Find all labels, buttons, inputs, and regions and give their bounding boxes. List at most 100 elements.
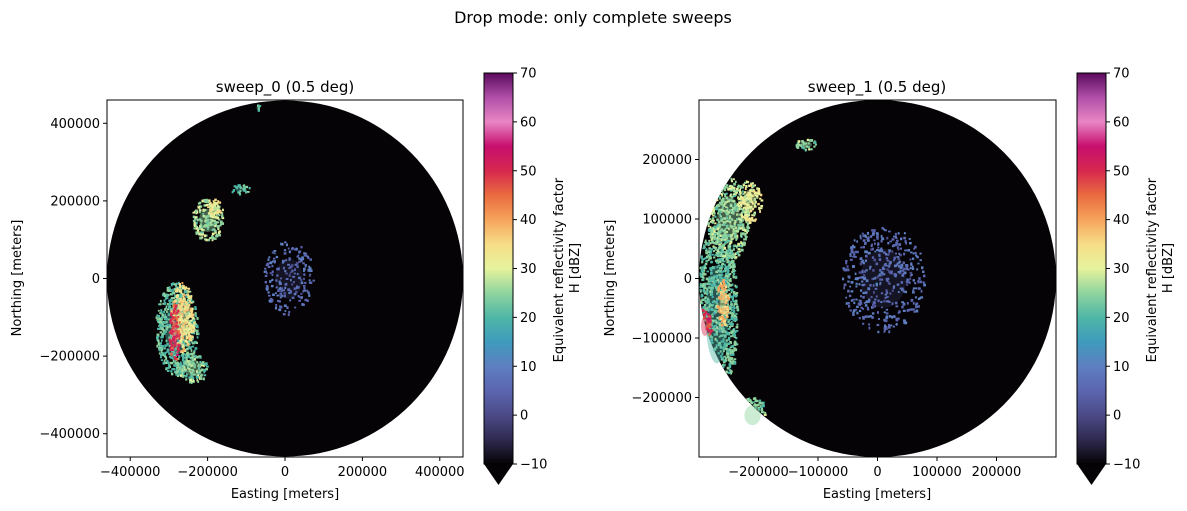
echo-pixel [847,304,851,308]
echo-pixel [860,295,863,298]
echo-pixel [727,358,731,362]
echo-pixel [709,226,712,229]
echo-pixel [732,252,735,256]
echo-pixel [733,303,736,307]
echo-pixel [847,289,850,293]
echo-pixel [702,282,705,286]
echo-pixel [178,364,182,368]
echo-pixel [760,402,763,405]
echo-pixel [188,319,191,323]
echo-pixel [185,370,188,372]
echo-pixel [290,290,292,294]
colorbar-label-line1: Equivalent reflectivity factor [1145,177,1160,362]
echo-pixel [729,240,733,244]
echo-pixel [884,319,887,322]
echo-pixel [725,280,728,283]
echo-pixel [906,309,910,312]
echo-pixel [744,202,748,206]
echo-pixel [186,373,188,376]
echo-pixel [717,284,720,287]
echo-pixel [288,250,291,254]
echo-pixel [200,219,203,223]
echo-pixel [272,293,275,296]
echo-pixel [847,275,850,278]
echo-pixel [295,247,298,251]
echo-pixel [716,235,720,238]
echo-pixel [308,294,311,297]
echo-pixel [715,238,719,242]
echo-pixel [182,371,185,374]
echo-pixel [158,344,162,347]
echo-pixel [911,257,915,260]
echo-pixel [728,352,731,355]
echo-pixel [713,329,716,332]
echo-pixel [737,207,740,211]
echo-pixel [718,195,721,199]
echo-pixel [174,306,177,310]
x-axis: −200000−100000 0 100000 200000 [728,457,1021,480]
echo-pixel [730,288,734,292]
echo-pixel [731,315,735,319]
x-axis-label: Easting [meters] [231,487,339,502]
echo-pixel [200,377,203,380]
echo-pixel [721,271,724,273]
echo-pixel [877,299,880,303]
echo-pixel [720,273,723,277]
echo-pixel [887,280,890,284]
echo-pixel [308,274,311,277]
echo-pixel [730,357,734,360]
colorbar-tick-label: 30 [520,262,537,277]
echo-core [275,258,303,299]
echo-pixel [193,328,196,332]
echo-pixel [858,304,862,306]
echo-pixel [169,361,172,365]
echo-pixel [221,216,225,220]
echo-pixel [188,323,190,326]
panel-sweep-0: sweep_0 (0.5 deg) −400000 −200000 0 200000 4… [10,78,465,502]
echo-pixel [706,321,709,324]
echo-pixel [749,189,753,192]
echo-pixel [170,336,174,340]
echo-pixel [880,300,883,304]
echo-pixel [170,321,173,325]
echo-pixel [911,267,915,270]
echo-pixel [181,364,185,368]
echo-pixel [185,303,189,306]
echo-pixel [214,231,217,234]
echo-pixel [720,284,724,288]
echo-pixel [174,362,178,364]
echo-pixel [211,216,215,219]
echo-pixel [883,327,886,330]
echo-pixel [842,277,845,281]
echo-pixel [722,361,726,364]
echo-pixel [724,195,727,197]
echo-pixel [723,320,726,323]
echo-pixel [796,142,799,145]
echo-pixel [163,321,166,324]
echo-pixel [727,298,731,301]
echo-pixel [728,247,732,250]
echo-pixel [158,320,161,323]
echo-pixel [209,210,212,213]
colorbar-extend-arrow [484,464,513,485]
echo-pixel [186,290,189,293]
echo-pixel [731,322,734,326]
echo-pixel [185,378,188,381]
echo-pixel [185,312,188,315]
echo-core [744,405,761,426]
x-tick-label: 0 [281,465,289,480]
echo-pixel [170,350,173,353]
echo-pixel [892,315,896,318]
echo-pixel [732,248,735,251]
echo-pixel [198,355,201,358]
echo-pixel [718,223,721,226]
echo-pixel [713,333,717,336]
echo-pixel [160,319,163,322]
echo-pixel [858,277,861,279]
echo-pixel [732,310,736,314]
echo-pixel [733,317,737,320]
echo-pixel [204,217,208,220]
echo-pixel [177,282,180,285]
echo-pixel [899,287,902,290]
echo-pixel [922,281,925,284]
